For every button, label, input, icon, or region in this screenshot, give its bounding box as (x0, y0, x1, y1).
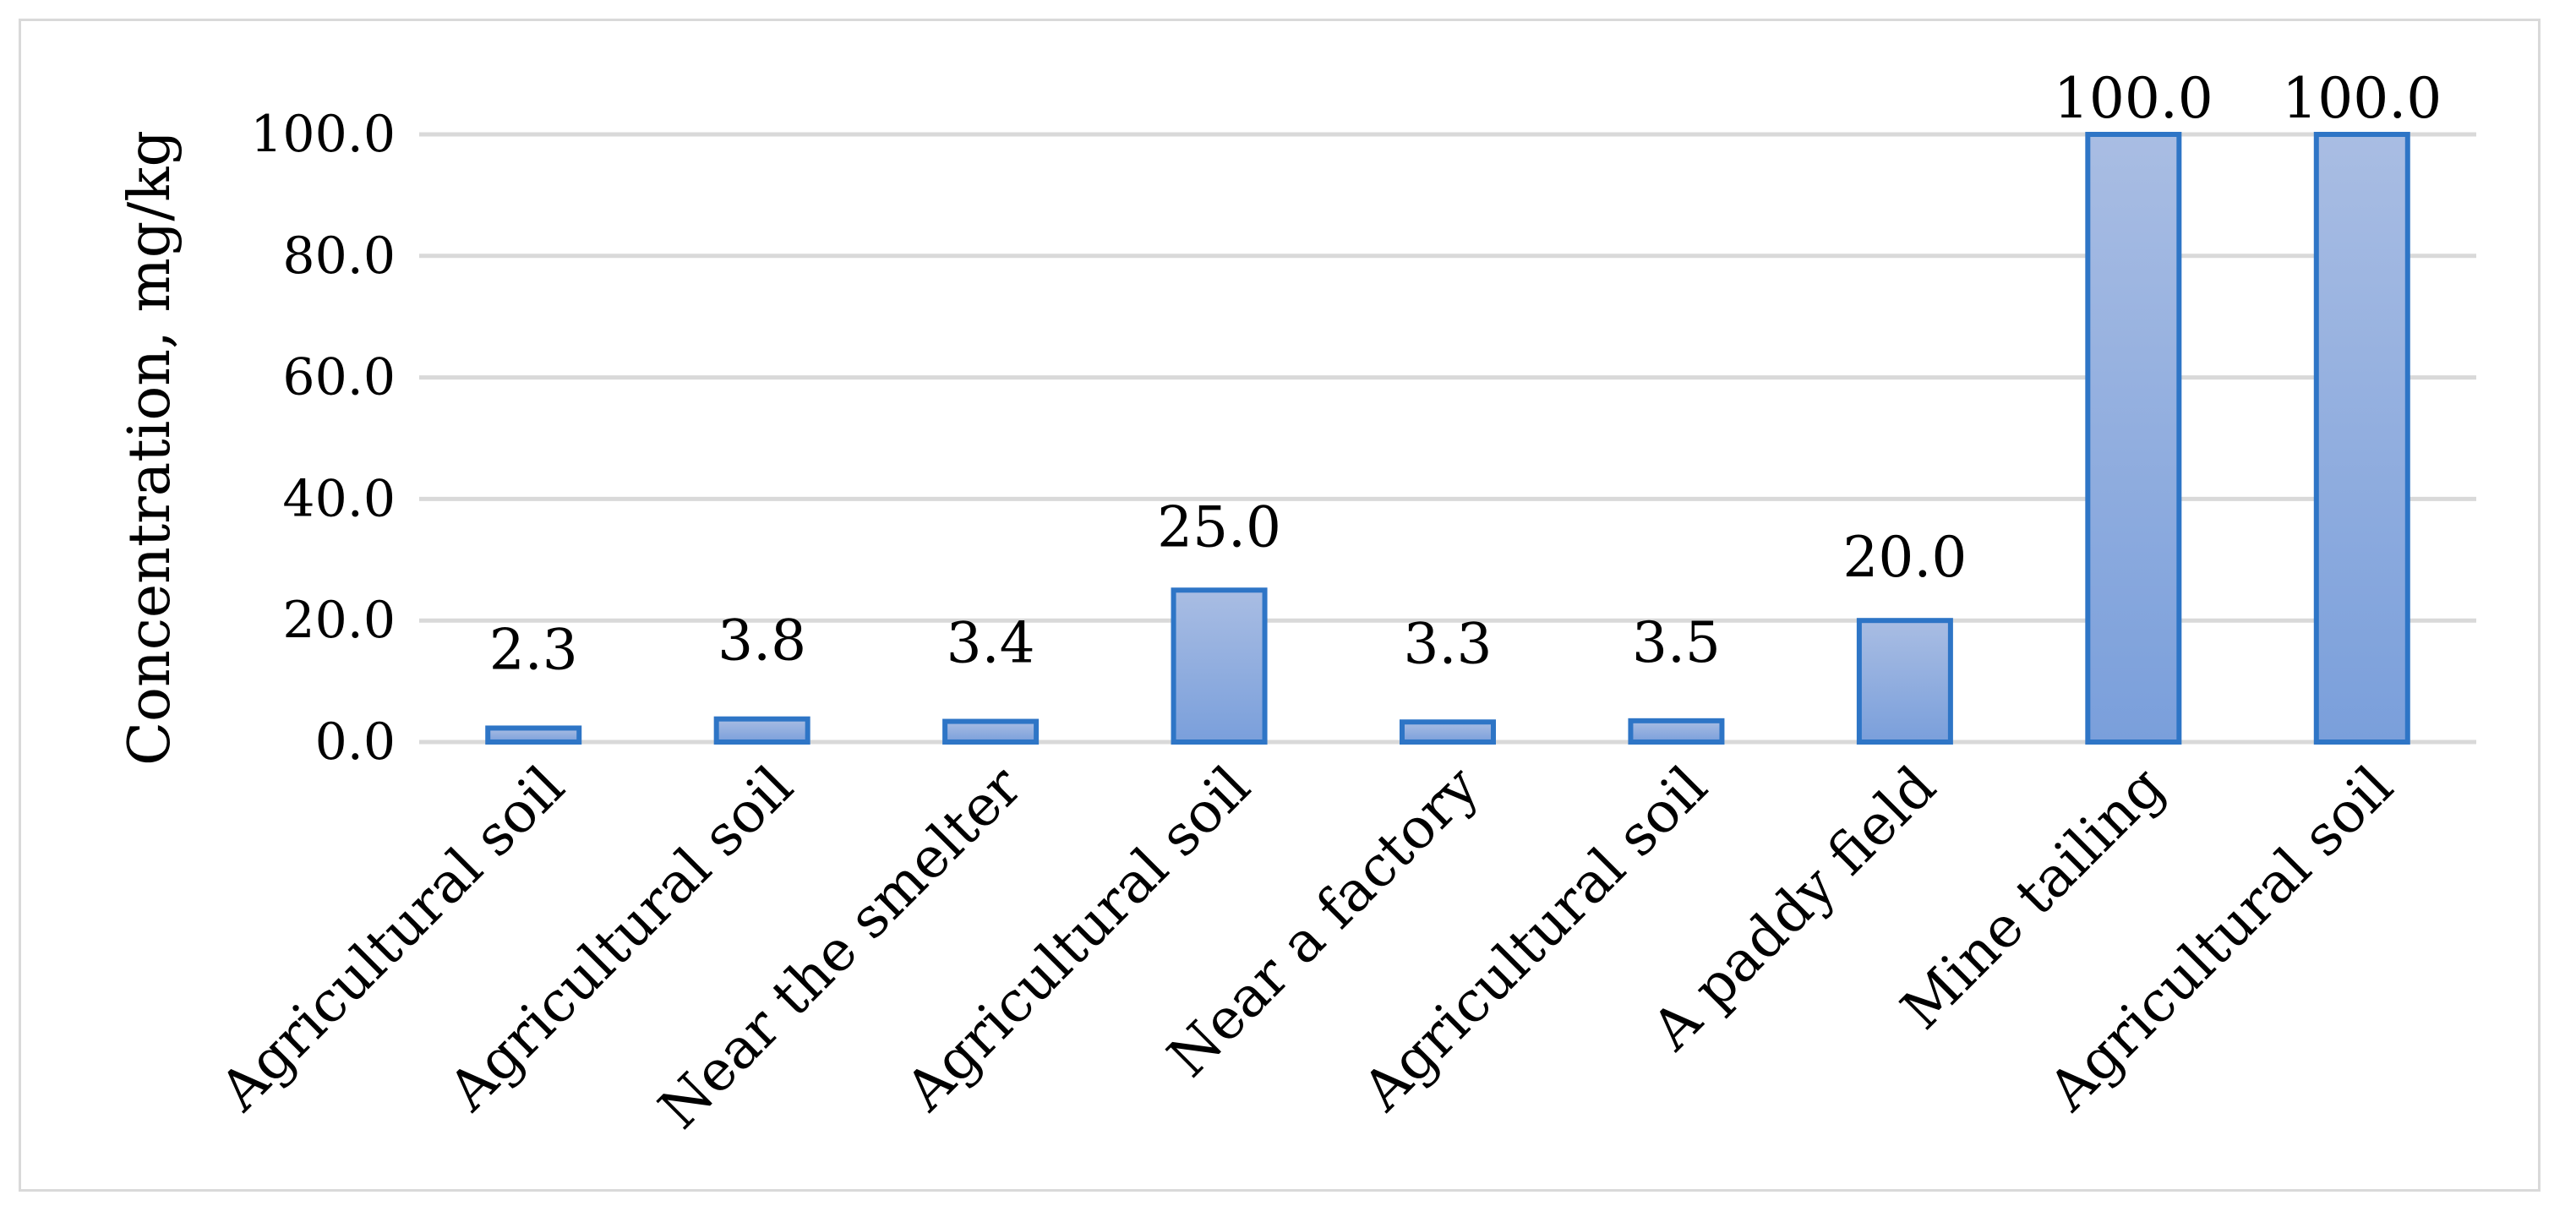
data-label: 100.0 (2054, 66, 2213, 131)
bar (1171, 587, 1268, 745)
data-label: 3.5 (1632, 610, 1721, 675)
data-label: 3.3 (1404, 611, 1493, 676)
data-label: 3.8 (718, 608, 806, 674)
bar (1856, 618, 1953, 745)
bar (2313, 132, 2410, 745)
y-tick-label: 0.0 (315, 712, 396, 772)
data-label: 2.3 (489, 617, 578, 682)
bar (485, 725, 582, 745)
data-label: 25.0 (1157, 494, 1281, 559)
bars (485, 132, 2410, 745)
data-label: 20.0 (1842, 525, 1967, 590)
y-axis-title: Concentration, mg/kg (117, 130, 183, 766)
bar (2085, 132, 2182, 745)
bar (1400, 719, 1496, 745)
y-tick-label: 60.0 (282, 348, 396, 407)
data-label: 3.4 (947, 611, 1035, 676)
y-tick-label: 40.0 (282, 469, 396, 528)
y-axis-ticks: 0.0 20.0 40.0 60.0 80.0 100.0 (250, 105, 396, 772)
bar (942, 718, 1040, 745)
data-label: 100.0 (2282, 66, 2442, 131)
y-tick-label: 20.0 (282, 591, 396, 650)
y-tick-label: 100.0 (250, 105, 396, 164)
bar (713, 716, 810, 745)
y-tick-label: 80.0 (282, 226, 396, 286)
bar (1628, 718, 1725, 745)
data-labels: 2.3 3.8 3.4 25.0 3.3 3.5 20.0 100.0 100.0 (489, 66, 2442, 682)
